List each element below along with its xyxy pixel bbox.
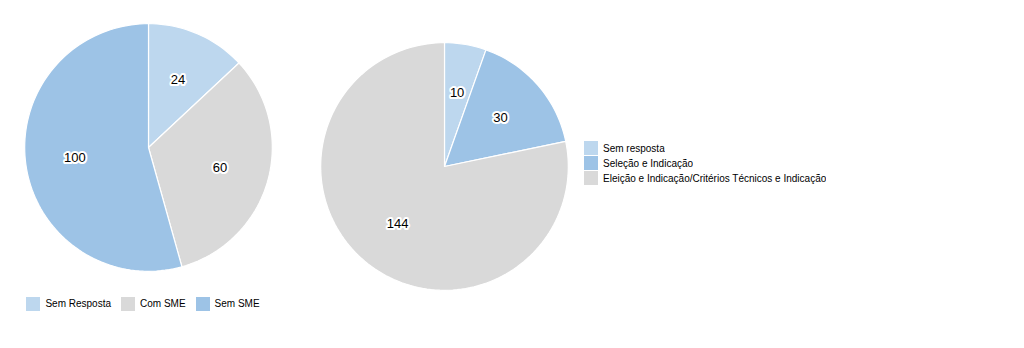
svg-text:100: 100 <box>64 150 86 165</box>
svg-text:30: 30 <box>493 110 507 125</box>
html-text:Sem Resposta: Sem Resposta <box>45 298 111 309</box>
html-text:Sem SME: Sem SME <box>214 298 260 309</box>
svg-text:60: 60 <box>213 160 227 175</box>
html-text:Seleção e Indicação: Seleção e Indicação <box>603 157 694 169</box>
svg-text:144: 144 <box>387 216 409 231</box>
html-text:Com SME: Com SME <box>140 298 186 309</box>
html-text:Eleição e Indicação/Critérios: Eleição e Indicação/Critérios Técnicos e… <box>603 172 827 184</box>
svg-text:10: 10 <box>450 85 464 100</box>
svg-text:24: 24 <box>171 72 185 87</box>
html-text:Sem resposta: Sem resposta <box>603 142 665 154</box>
